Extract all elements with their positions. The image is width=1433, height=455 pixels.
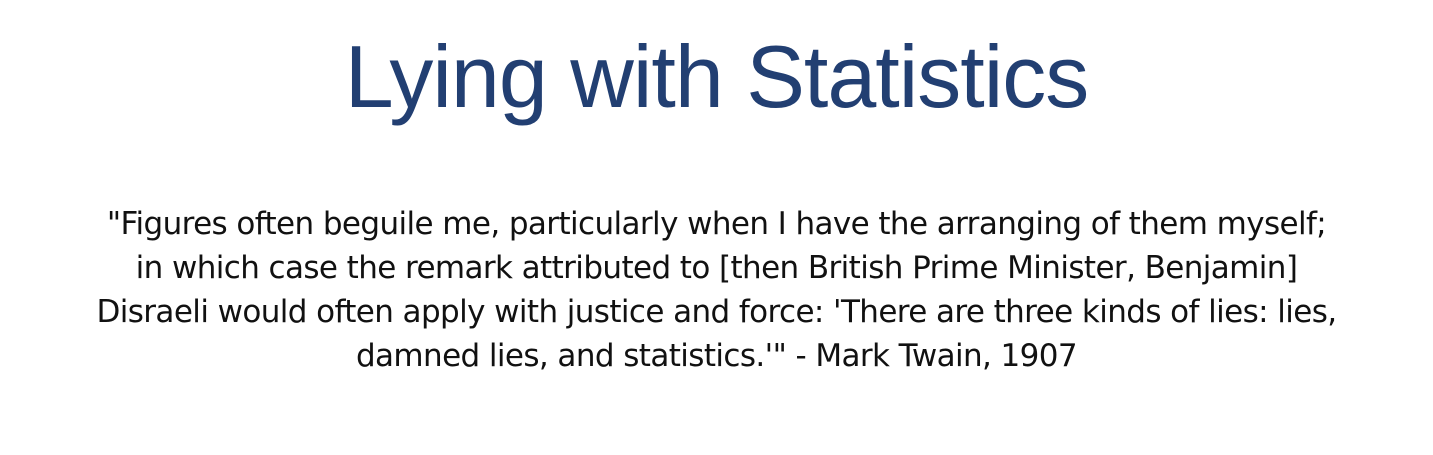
quote-line: Disraeli would often apply with justice …: [96, 294, 1337, 330]
quote-block: "Figures often beguile me, particularly …: [20, 202, 1413, 378]
quote-line: in which case the remark attributed to […: [135, 250, 1298, 286]
page-title: Lying with Statistics: [344, 27, 1090, 126]
quote-line: damned lies, and statistics.'" - Mark Tw…: [355, 338, 1078, 374]
quote-line: "Figures often beguile me, particularly …: [106, 206, 1327, 242]
